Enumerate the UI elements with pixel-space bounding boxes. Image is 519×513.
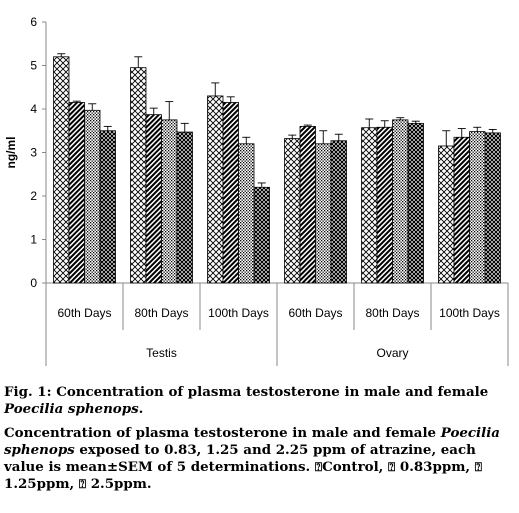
bar-2-5ppm xyxy=(484,132,501,284)
bar-1-25ppm xyxy=(469,131,486,284)
bar-2-5ppm xyxy=(407,122,424,284)
legend-label-control: Control, xyxy=(322,459,384,475)
caption-title-end: . xyxy=(138,401,144,417)
y-tick-label: 0 xyxy=(30,276,37,290)
x-category-label: 80th Days xyxy=(365,306,419,320)
y-tick-label: 6 xyxy=(30,15,37,29)
y-tick-label: 2 xyxy=(30,189,37,203)
bar-1-25ppm xyxy=(392,119,409,284)
y-tick-label: 1 xyxy=(30,233,37,247)
bar-control xyxy=(361,127,378,284)
legend-glyph-1-25ppm: ⍰ xyxy=(474,460,482,474)
y-tick-label: 3 xyxy=(30,146,37,160)
legend-glyph-0-83ppm: ⍰ xyxy=(388,460,396,474)
bar-0-83ppm xyxy=(222,102,239,284)
bar-control xyxy=(53,56,70,284)
bar-control xyxy=(284,138,301,284)
caption-body-lead: Concentration of plasma testosterone in … xyxy=(4,425,437,441)
caption-body-rest: exposed to 0.83, 1.25 and 2.25 ppm of at… xyxy=(4,442,476,475)
bar-0-83ppm xyxy=(453,136,470,284)
bar-0-83ppm xyxy=(376,126,393,284)
legend-label-2-5ppm: 2.5ppm. xyxy=(90,476,152,492)
legend-label-0-83ppm: 0.83ppm, xyxy=(399,459,471,475)
figure-caption-title: Fig. 1: Concentration of plasma testoste… xyxy=(4,384,516,418)
x-category-label: 60th Days xyxy=(288,306,342,320)
x-group-label: Testis xyxy=(146,346,177,360)
caption-fig-label: Fig. 1: Concentration of plasma testoste… xyxy=(4,384,489,400)
bar-2-5ppm xyxy=(253,186,270,284)
legend-glyph-control: ⍰ xyxy=(314,460,323,474)
bar-chart: 0 1 2 3 4 5 6 ng/ml 60th Days 80th Days 100th Days… xyxy=(4,15,509,366)
bar-2-5ppm xyxy=(176,131,193,284)
caption-body-species: Poecilia sphenops xyxy=(4,425,500,458)
x-category-label: 60th Days xyxy=(57,306,111,320)
legend-glyph-2-5ppm: ⍰ xyxy=(78,477,87,491)
caption-species: Poecilia sphenops xyxy=(4,401,139,417)
bar-0-83ppm xyxy=(68,102,85,284)
x-category-label: 80th Days xyxy=(134,306,188,320)
bar-0-83ppm xyxy=(299,126,316,284)
bar-1-25ppm xyxy=(315,143,332,284)
x-group-label: Ovary xyxy=(376,346,408,360)
bar-control xyxy=(207,95,224,284)
bar-0-83ppm xyxy=(145,114,162,284)
bar-1-25ppm xyxy=(84,109,101,284)
y-tick-label: 5 xyxy=(30,59,37,73)
bar-2-5ppm xyxy=(99,130,116,284)
bar-2-5ppm xyxy=(330,140,347,284)
bar-control xyxy=(130,67,147,284)
y-axis-title: ng/ml xyxy=(4,137,18,169)
x-category-label: 100th Days xyxy=(439,306,500,320)
bar-control xyxy=(438,145,455,284)
bar-1-25ppm xyxy=(161,119,178,284)
legend-label-1-25ppm: 1.25ppm, xyxy=(4,476,75,492)
y-tick-label: 4 xyxy=(30,102,37,116)
x-category-label: 100th Days xyxy=(208,306,269,320)
bar-1-25ppm xyxy=(238,143,255,284)
figure-caption-body: Concentration of plasma testosterone in … xyxy=(4,425,516,493)
